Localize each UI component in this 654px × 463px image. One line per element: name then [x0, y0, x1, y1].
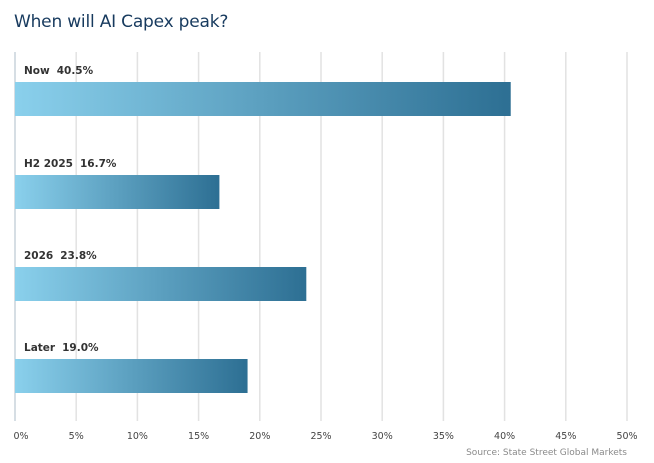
bar-label: 2026 23.8%: [24, 250, 97, 262]
bar-later: [15, 359, 248, 393]
value-label: 23.8%: [60, 250, 97, 262]
category-label: Now: [24, 65, 50, 77]
bar-label: Now 40.5%: [24, 65, 94, 77]
bar-now: [15, 82, 511, 116]
x-tick-label: 50%: [616, 431, 637, 442]
x-tick-label: 40%: [494, 431, 515, 442]
category-label: 2026: [24, 250, 53, 262]
x-tick-label: 10%: [127, 431, 148, 442]
x-tick-label: 5%: [69, 431, 84, 442]
x-tick-label: 15%: [188, 431, 209, 442]
x-tick-label: 30%: [372, 431, 393, 442]
chart-title: When will AI Capex peak?: [14, 12, 229, 32]
value-label: 40.5%: [57, 65, 94, 77]
x-tick-label: 35%: [433, 431, 454, 442]
x-tick-label: 25%: [310, 431, 331, 442]
category-label: Later: [24, 342, 56, 354]
value-label: 19.0%: [62, 342, 99, 354]
x-tick-label: 45%: [555, 431, 576, 442]
x-tick-label: 0%: [13, 431, 28, 442]
source-note: Source: State Street Global Markets: [466, 448, 627, 458]
x-tick-label: 20%: [249, 431, 270, 442]
value-label: 16.7%: [80, 158, 117, 170]
bar-2026: [15, 267, 307, 301]
category-label: H2 2025: [24, 158, 73, 170]
bar-h2-2025: [15, 175, 220, 209]
bar-label: Later 19.0%: [24, 342, 99, 354]
bar-label: H2 2025 16.7%: [24, 158, 117, 170]
